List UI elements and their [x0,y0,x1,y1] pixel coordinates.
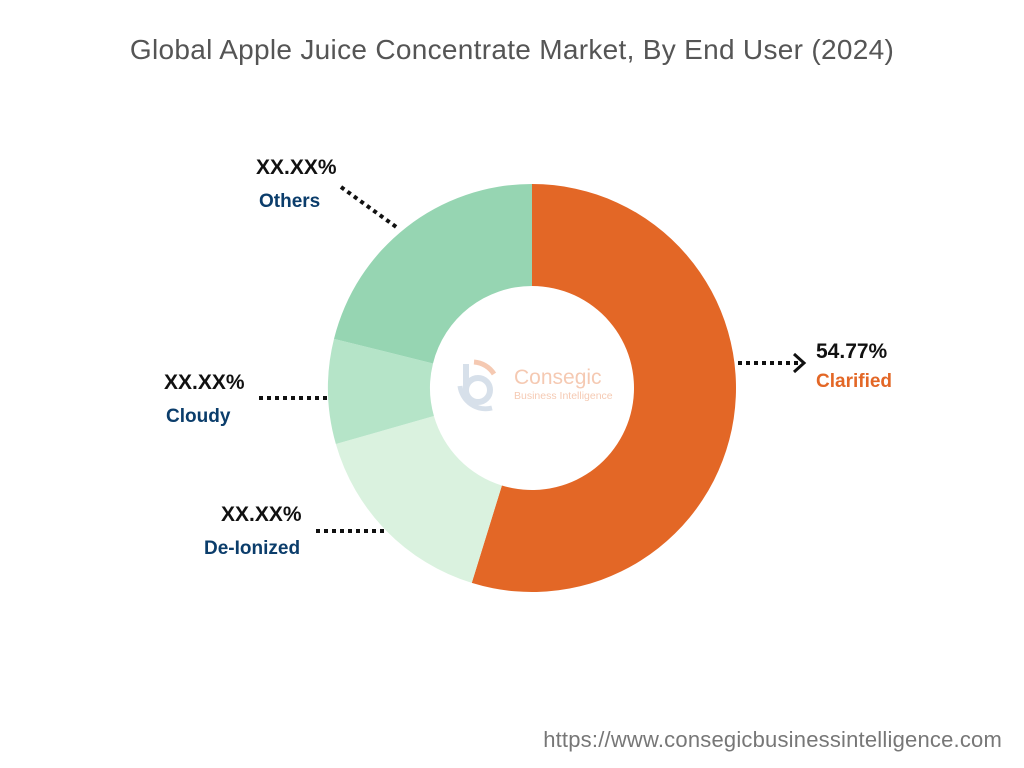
donut-slice-clarified [471,184,736,592]
data-label-clarified: Clarified [816,371,893,392]
leader-lines [259,185,807,533]
data-label-others-value: XX.XX% [256,156,337,179]
data-label-cloudy: Cloudy [166,406,231,427]
donut-slice-others [334,184,532,364]
data-label-clarified-value: 54.77% [816,340,888,363]
donut-slice-de-ionized [335,416,502,583]
arrow-icon [792,352,807,374]
donut-slice-cloudy [328,338,434,445]
consegic-logo: Consegic Business Intelligence [452,356,622,416]
data-label-others: Others [259,191,321,212]
chart-title: Global Apple Juice Concentrate Market, B… [129,34,895,65]
leader-line-others [339,185,401,231]
data-label-de-ionized-value: XX.XX% [221,503,302,526]
footer-url[interactable]: https://www.consegicbusinessintelligence… [543,727,1002,752]
data-label-cloudy-value: XX.XX% [164,371,245,394]
data-label-de-ionized: De-Ionized [204,538,301,559]
